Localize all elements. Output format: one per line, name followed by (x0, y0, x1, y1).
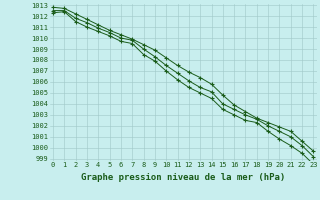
X-axis label: Graphe pression niveau de la mer (hPa): Graphe pression niveau de la mer (hPa) (81, 173, 285, 182)
